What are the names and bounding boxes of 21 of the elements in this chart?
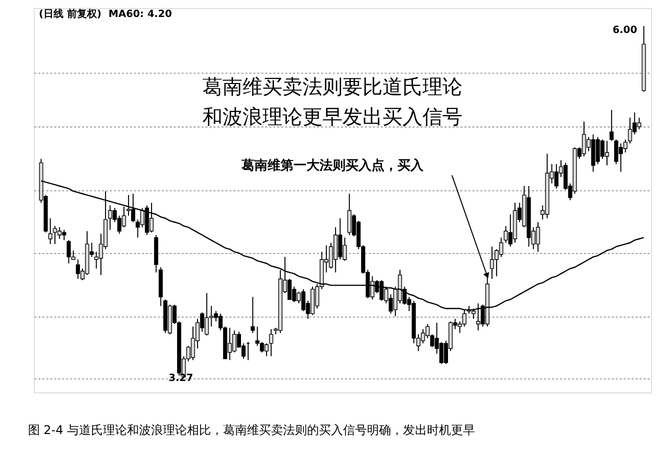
- candlestick: [628, 117, 632, 144]
- candlestick: [604, 140, 610, 166]
- annotation: 6.00: [612, 24, 638, 36]
- chart-title: (日线 前复权): [38, 8, 102, 20]
- caption: 图 2-4 与道氏理论和波浪理论相比，葛南维买卖法则的买入信号明确，发出时机更早: [28, 423, 475, 438]
- candlestick: [57, 226, 62, 240]
- candlestick: [582, 121, 586, 157]
- candlestick: [536, 222, 540, 252]
- candlestick: [623, 139, 628, 153]
- annotation: 葛南维买卖法则要比道氏理论: [202, 76, 463, 99]
- candlestick: [122, 206, 126, 228]
- annotation: 和波浪理论更早发出买入信号: [202, 106, 463, 129]
- candlestick: [610, 109, 614, 142]
- candlestick: [250, 296, 255, 334]
- candlestick: [48, 218, 52, 245]
- annotation: 3.27: [168, 373, 194, 384]
- candlestick: [420, 328, 426, 344]
- annotation: MA60: 4.20: [108, 9, 172, 20]
- candlestick: [490, 246, 494, 280]
- annotation: 葛南维第一大法则买入点，买入: [240, 157, 425, 174]
- candlestick: [269, 328, 274, 357]
